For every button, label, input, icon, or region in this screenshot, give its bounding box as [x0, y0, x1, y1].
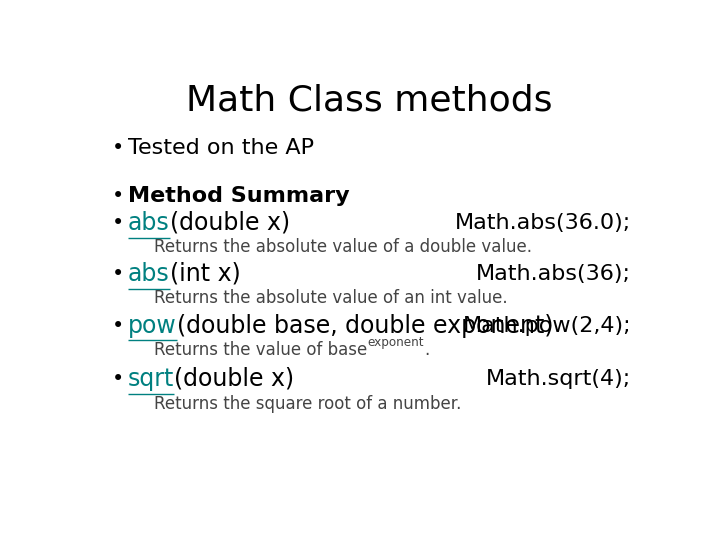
- Text: •: •: [112, 264, 125, 284]
- Text: exponent: exponent: [367, 336, 424, 349]
- Text: •: •: [112, 138, 125, 158]
- Text: abs: abs: [128, 211, 170, 235]
- Text: •: •: [112, 213, 125, 233]
- Text: Math.abs(36.0);: Math.abs(36.0);: [455, 213, 631, 233]
- Text: Math.sqrt(4);: Math.sqrt(4);: [486, 369, 631, 389]
- Text: (int x): (int x): [170, 262, 240, 286]
- Text: Returns the value of base: Returns the value of base: [154, 341, 367, 360]
- Text: Returns the absolute value of a double value.: Returns the absolute value of a double v…: [154, 238, 532, 256]
- Text: Math.abs(36);: Math.abs(36);: [476, 264, 631, 284]
- Text: Math.pow(2,4);: Math.pow(2,4);: [463, 315, 631, 335]
- Text: sqrt: sqrt: [128, 367, 174, 391]
- Text: Returns the absolute value of an int value.: Returns the absolute value of an int val…: [154, 289, 508, 307]
- Text: •: •: [112, 315, 125, 335]
- Text: abs: abs: [128, 262, 170, 286]
- Text: (double x): (double x): [170, 211, 290, 235]
- Text: (double x): (double x): [174, 367, 294, 391]
- Text: pow: pow: [128, 314, 176, 338]
- Text: •: •: [112, 186, 125, 206]
- Text: Returns the square root of a number.: Returns the square root of a number.: [154, 395, 462, 413]
- Text: •: •: [112, 369, 125, 389]
- Text: (double base, double exponent): (double base, double exponent): [176, 314, 553, 338]
- Text: Tested on the AP: Tested on the AP: [128, 138, 314, 158]
- Text: Method Summary: Method Summary: [128, 186, 350, 206]
- Text: Math Class methods: Math Class methods: [186, 83, 552, 117]
- Text: .: .: [424, 341, 429, 360]
